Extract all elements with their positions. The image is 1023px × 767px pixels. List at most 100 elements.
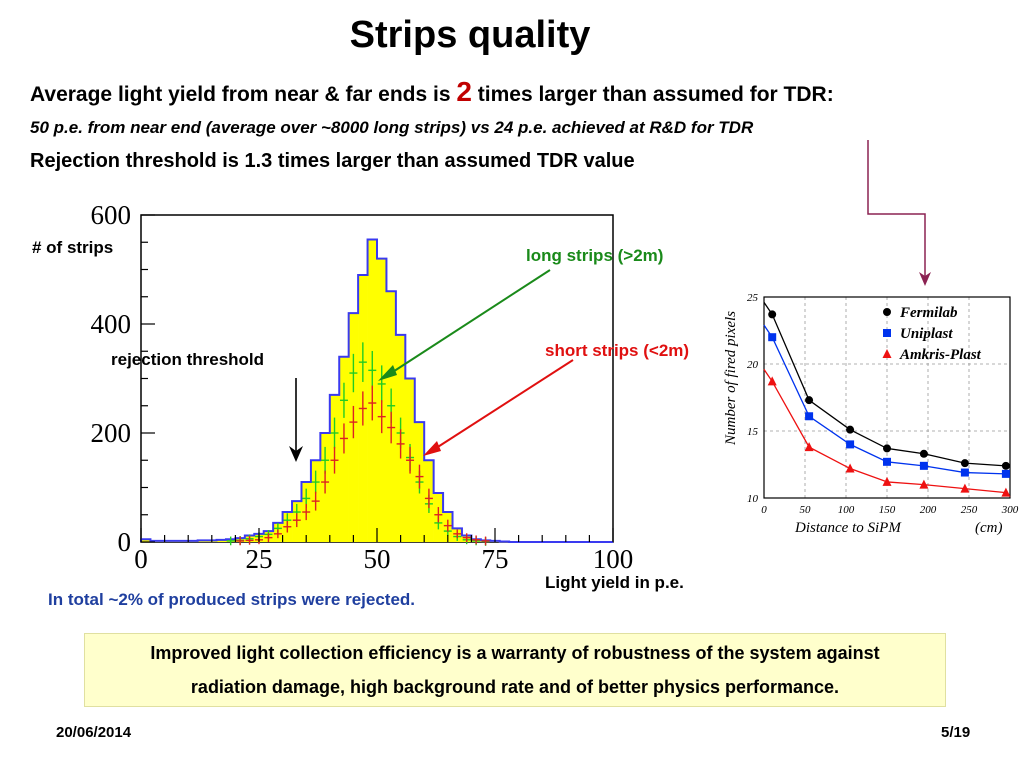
short-arrow-line [429,359,574,453]
fermilab-point [883,444,891,453]
fermilab-point [919,449,928,458]
short-strip-point [368,385,377,421]
box-arrow-line [867,140,926,280]
short-strip-point [311,491,320,511]
short-strip-point [283,520,292,533]
short-strip-point [264,533,273,542]
attenuation-plot: 0 50 100 150 200 250 300 10 15 20 25 Distance to Si… [723,292,1019,536]
fit-curve [763,324,1006,475]
slide-date: 20/06/2014 [56,724,132,741]
short-strip-point [302,503,311,521]
long-strip-point [368,350,377,390]
amkris-point [845,463,855,473]
amkris-point [1001,487,1011,497]
short-strip-point [434,507,443,523]
short-strip-point [292,513,301,528]
fermilab-point [768,310,777,319]
headline-post: times larger than assumed for TDR: [471,83,834,106]
long-strip-point [226,536,235,546]
legend-marker-amkris [882,349,892,358]
threshold-label: rejection threshold [111,350,265,369]
amkris-point [919,479,929,489]
histogram-ticks: 0 25 50 75 100 0 200 400 600 [91,200,634,574]
histogram-bar [216,539,227,542]
fermilab-point [846,425,855,434]
x-tick-label: 50 [364,544,391,574]
long-arrow-line [384,269,551,378]
short-strip-point [443,519,452,532]
short-strip-point [236,536,245,546]
threshold-text: Rejection threshold is 1.3 times larger … [30,150,635,172]
inset-x-tick-label: 200 [920,504,937,516]
short-arrow-head [423,441,441,456]
uniplast-point [883,457,891,466]
short-strip-point [424,488,433,509]
x-axis-label: Light yield in p.e. [545,573,684,592]
long-arrow-head [378,365,397,381]
long-strips-points [226,342,490,546]
inset-x-tick-label: 250 [961,504,978,516]
inset-y-tick-label: 25 [747,292,759,304]
legend-label: Uniplast [900,326,953,342]
y-tick-label: 0 [118,527,132,557]
inset-x-tick-label: 150 [879,504,896,516]
inset-x-unit: (cm) [975,520,1002,536]
threshold-arrow-head [289,446,303,462]
y-tick-label: 200 [91,418,132,448]
histogram-bar [141,539,151,542]
amkris-point [804,442,814,452]
inset-y-tick-label: 20 [747,359,759,371]
inset-x-tick-label: 100 [838,504,855,516]
annotation-arrows [289,140,931,462]
fermilab-point [960,459,969,468]
short-strip-point [377,400,386,434]
x-tick-label: 0 [134,544,148,574]
rejection-note: In total ~2% of produced strips were rej… [48,590,416,609]
short-strip-point [273,529,282,539]
short-strip-point [387,411,396,444]
amkris-point [960,483,970,493]
inset-y-tick-label: 15 [747,426,759,438]
short-strip-point [358,391,367,426]
inset-x-tick-label: 300 [1001,504,1019,516]
legend-label: Amkris-Plast [899,347,982,363]
legend-label: Fermilab [899,305,958,321]
uniplast-point [768,333,777,342]
uniplast-point [846,440,855,449]
short-strip-point [245,536,254,545]
short-strip-point [349,405,358,439]
amkris-point [882,476,892,486]
short-strip-point [462,533,471,542]
long-strip-point [358,342,367,382]
long-strip-point [330,417,339,449]
short-strip-point [453,529,462,539]
fermilab-point [1001,461,1010,470]
fit-curve [763,368,1006,494]
inset-border [763,296,1011,499]
headline-factor: 2 [456,76,472,107]
histogram-fill [140,238,613,543]
headline-text: Average light yield from near & far ends… [30,76,834,108]
conclusion-box: Improved light collection efficiency is … [84,633,946,707]
subline-text: 50 p.e. from near end (average over ~800… [30,118,754,137]
x-tick-label: 75 [482,544,509,574]
short-strip-point [415,464,424,489]
short-strip-point [339,423,348,454]
long-strip-point [377,365,386,403]
long-strip-point [349,353,358,393]
uniplast-point [805,412,814,421]
short-strip-point [321,470,330,494]
inset-x-axis-label: Distance to SiPM [794,520,902,536]
y-axis-label: # of strips [32,238,114,257]
short-strips-label: short strips (<2m) [545,341,690,360]
conclusion-line-2: radiation damage, high background rate a… [190,677,840,697]
short-strip-point [396,429,405,459]
short-strip-point [472,535,481,545]
short-strips-points [236,385,490,546]
uniplast-point [1001,469,1010,478]
inset-y-tick-label: 10 [747,493,759,505]
amkris-point [767,376,777,386]
slide-title: Strips quality [349,14,591,56]
uniplast-point [919,461,928,470]
